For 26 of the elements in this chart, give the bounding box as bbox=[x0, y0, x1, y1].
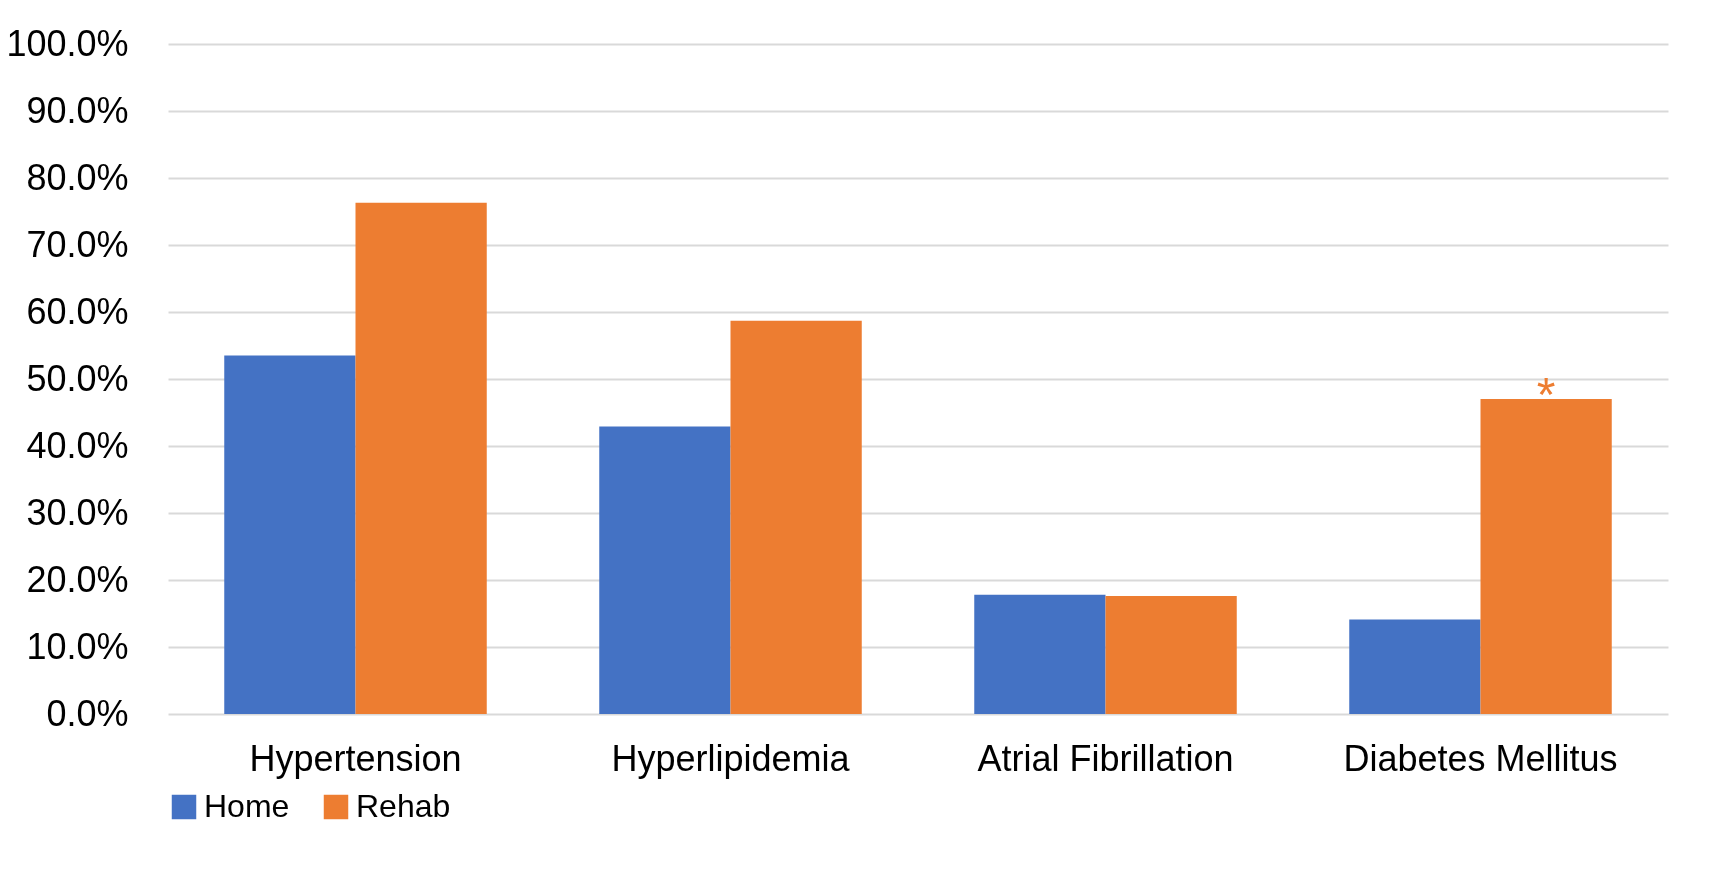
x-tick-label: Atrial Fibrillation bbox=[977, 737, 1234, 779]
legend-label: Rehab bbox=[356, 788, 451, 824]
bar bbox=[1480, 399, 1612, 714]
y-tick-label: 20.0% bbox=[26, 558, 129, 600]
y-tick-label: 70.0% bbox=[26, 223, 129, 265]
bar bbox=[224, 355, 356, 714]
bar bbox=[599, 426, 731, 714]
y-tick-label: 50.0% bbox=[26, 357, 129, 399]
y-tick-label: 0.0% bbox=[46, 692, 129, 734]
y-tick-label: 100.0% bbox=[6, 22, 129, 64]
bar bbox=[974, 594, 1106, 714]
bar bbox=[730, 320, 862, 714]
bar bbox=[355, 202, 487, 714]
x-tick-label: Diabetes Mellitus bbox=[1343, 737, 1618, 779]
y-tick-label: 10.0% bbox=[26, 625, 129, 667]
y-tick-label: 40.0% bbox=[26, 424, 129, 466]
y-tick-label: 60.0% bbox=[26, 290, 129, 332]
bar bbox=[1349, 619, 1481, 714]
y-tick-label: 30.0% bbox=[26, 491, 129, 533]
legend-label: Home bbox=[204, 788, 290, 824]
x-tick-label: Hypertension bbox=[249, 737, 462, 779]
annotation: * bbox=[1536, 368, 1556, 422]
bar bbox=[1105, 596, 1237, 714]
y-tick-label: 90.0% bbox=[26, 89, 129, 131]
y-tick-label: 80.0% bbox=[26, 156, 129, 198]
x-tick-label: Hyperlipidemia bbox=[611, 737, 851, 779]
